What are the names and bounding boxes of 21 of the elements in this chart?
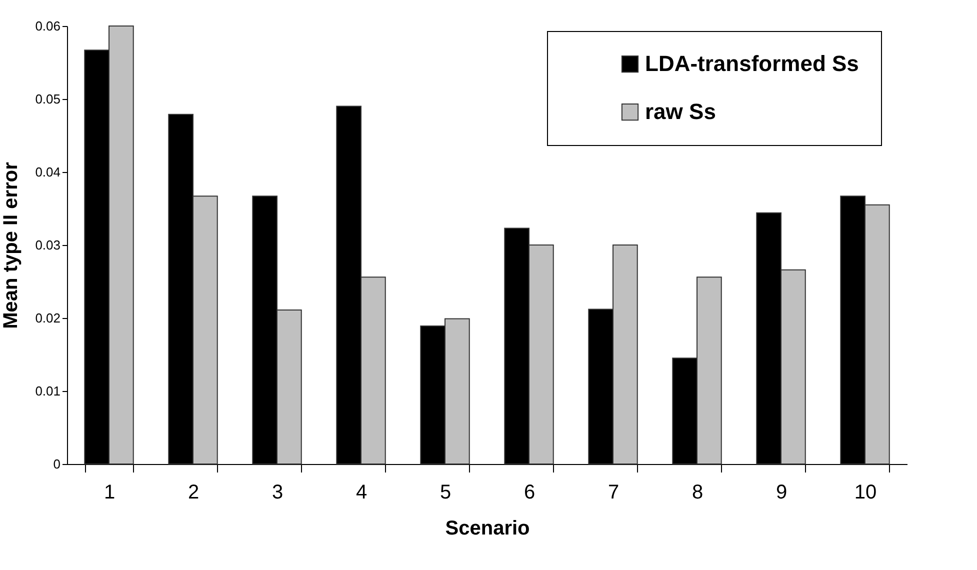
x-tick-label: 5 bbox=[440, 482, 452, 504]
legend-label: raw Ss bbox=[645, 99, 716, 124]
y-tick-label: 0.05 bbox=[35, 92, 60, 106]
x-tick-label: 10 bbox=[854, 482, 877, 504]
x-axis-title: Scenario bbox=[445, 518, 530, 540]
y-tick-label: 0.03 bbox=[35, 238, 60, 252]
x-tick-label: 1 bbox=[104, 482, 116, 504]
y-tick-label: 0.04 bbox=[35, 164, 60, 180]
legend-label: LDA-transformed Ss bbox=[645, 51, 859, 76]
x-tick-label: 3 bbox=[272, 482, 284, 504]
y-tick-label: 0.01 bbox=[35, 384, 60, 398]
x-tick-label: 9 bbox=[776, 482, 788, 504]
y-tick-label: 0.06 bbox=[35, 18, 60, 34]
x-tick-label: 6 bbox=[524, 482, 536, 504]
y-tick-label: 0.02 bbox=[35, 310, 60, 326]
x-tick-label: 2 bbox=[188, 482, 200, 504]
x-tick-label: 8 bbox=[692, 482, 704, 504]
x-tick-label: 4 bbox=[356, 482, 368, 504]
y-axis-title: Mean type II error bbox=[0, 162, 22, 329]
y-tick-label: 0 bbox=[53, 456, 60, 472]
x-tick-label: 7 bbox=[608, 482, 620, 504]
